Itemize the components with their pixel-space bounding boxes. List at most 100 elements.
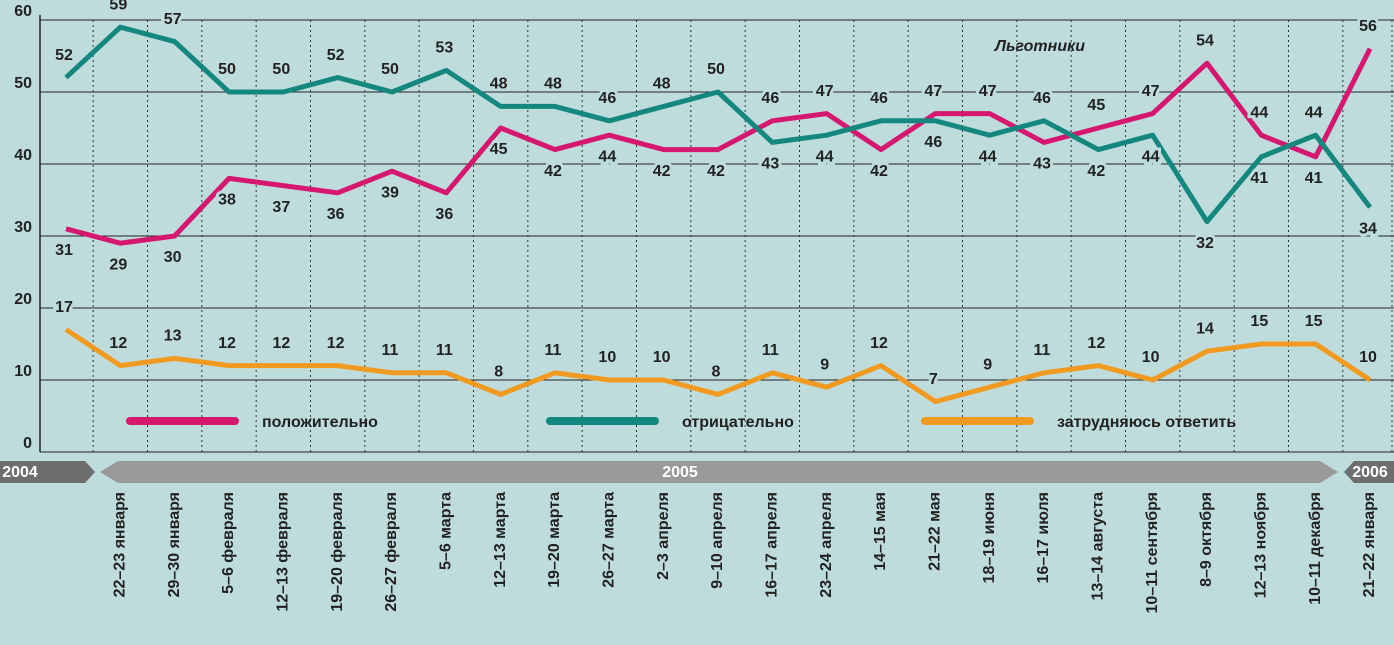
data-label: 44 (979, 148, 997, 165)
data-label: 44 (1142, 148, 1160, 165)
data-label: 44 (1250, 104, 1268, 121)
x-tick-label: 22–23 января (112, 492, 129, 597)
data-label: 44 (816, 148, 834, 165)
x-tick-label: 29–30 января (166, 492, 183, 597)
data-label: 45 (490, 141, 508, 158)
data-label: 56 (1359, 18, 1377, 35)
data-label: 8 (494, 364, 503, 381)
x-tick-label: 14–15 мая (872, 492, 889, 571)
data-label: 32 (1196, 235, 1214, 252)
data-label: 11 (382, 342, 399, 359)
x-tick-label: 16–17 июля (1035, 492, 1052, 584)
y-tick-label: 10 (14, 363, 32, 380)
x-tick-label: 19–20 февраля (329, 492, 346, 612)
y-tick-label: 20 (14, 291, 32, 308)
data-label: 43 (1033, 156, 1051, 173)
data-label: 14 (1196, 320, 1214, 337)
x-tick-label: 21–22 января (1361, 492, 1378, 597)
year-box (0, 461, 95, 483)
data-label: 42 (653, 163, 671, 180)
x-tick-label: 9–10 апреля (709, 492, 726, 589)
data-label: 50 (218, 61, 236, 78)
y-tick-label: 40 (14, 147, 32, 164)
year-band (100, 461, 1338, 483)
data-label: 46 (924, 134, 942, 151)
data-label: 47 (1142, 83, 1160, 100)
x-tick-label: 8–9 октября (1198, 492, 1215, 587)
data-label: 42 (1087, 163, 1105, 180)
data-label: 36 (327, 206, 345, 223)
year-box (1344, 461, 1394, 483)
series-line (65, 47, 1373, 246)
data-label: 42 (870, 163, 888, 180)
data-label: 47 (924, 83, 942, 100)
data-label: 42 (544, 163, 562, 180)
data-label: 38 (218, 192, 236, 209)
x-tick-label: 13–14 августа (1090, 492, 1107, 601)
data-label: 50 (381, 61, 399, 78)
data-label: 12 (327, 335, 345, 352)
x-tick-label: 23–24 апреля (818, 492, 835, 598)
data-label: 48 (490, 76, 508, 93)
y-tick-label: 30 (14, 219, 32, 236)
data-label: 39 (381, 184, 399, 201)
data-label: 10 (1359, 349, 1377, 366)
x-tick-label: 18–19 июня (981, 492, 998, 583)
data-label: 12 (109, 335, 127, 352)
x-tick-label: 10–11 сентября (1144, 492, 1161, 613)
legend-label: отрицательно (682, 414, 794, 431)
data-label: 31 (55, 242, 73, 259)
legend-label: положительно (262, 414, 378, 431)
data-label: 53 (435, 40, 453, 57)
data-label: 12 (1087, 335, 1105, 352)
data-label: 10 (1142, 349, 1160, 366)
data-label: 13 (164, 328, 182, 345)
data-label: 41 (1250, 170, 1268, 187)
data-label: 10 (598, 349, 616, 366)
data-label: 15 (1305, 313, 1323, 330)
x-tick-label: 12–13 марта (492, 492, 509, 588)
year-label: 2006 (1352, 464, 1388, 481)
x-tick-label: 12–13 февраля (275, 492, 292, 612)
data-label: 45 (1087, 97, 1105, 114)
data-label: 46 (870, 90, 888, 107)
data-label: 10 (653, 349, 671, 366)
data-label: 15 (1250, 313, 1268, 330)
data-label: 48 (653, 76, 671, 93)
year-label: 2005 (662, 464, 698, 481)
data-label: 9 (820, 356, 829, 373)
data-label: 42 (707, 163, 725, 180)
x-tick-label: 19–20 марта (546, 492, 563, 588)
data-label: 12 (870, 335, 888, 352)
x-tick-label: 2–3 апреля (655, 492, 672, 580)
data-label: 17 (55, 299, 73, 316)
data-label: 52 (55, 47, 73, 64)
data-label: 12 (272, 335, 290, 352)
x-tick-label: 12–13 ноября (1253, 492, 1270, 598)
x-tick-label: 5–6 февраля (220, 492, 237, 594)
data-label: 44 (1305, 104, 1323, 121)
data-label: 46 (1033, 90, 1051, 107)
legend-label: затрудняюсь ответить (1057, 414, 1236, 431)
data-label: 7 (929, 371, 938, 388)
data-label: 29 (109, 256, 127, 273)
year-label: 2004 (2, 464, 38, 481)
data-label: 46 (598, 90, 616, 107)
data-label: 54 (1196, 32, 1214, 49)
data-label: 37 (272, 199, 290, 216)
data-label: 59 (109, 0, 127, 13)
series-line (64, 24, 1372, 225)
x-tick-label: 26–27 февраля (383, 492, 400, 612)
data-label: 34 (1359, 220, 1377, 237)
data-label: 11 (545, 342, 562, 359)
data-label: 47 (816, 83, 834, 100)
data-label: 44 (598, 148, 616, 165)
y-tick-label: 0 (23, 435, 32, 452)
data-label: 57 (164, 11, 182, 28)
x-tick-label: 5–6 марта (438, 492, 455, 570)
data-label: 8 (712, 364, 721, 381)
data-label: 43 (761, 156, 779, 173)
x-tick-label: 21–22 мая (927, 492, 944, 571)
data-label: 9 (983, 356, 992, 373)
